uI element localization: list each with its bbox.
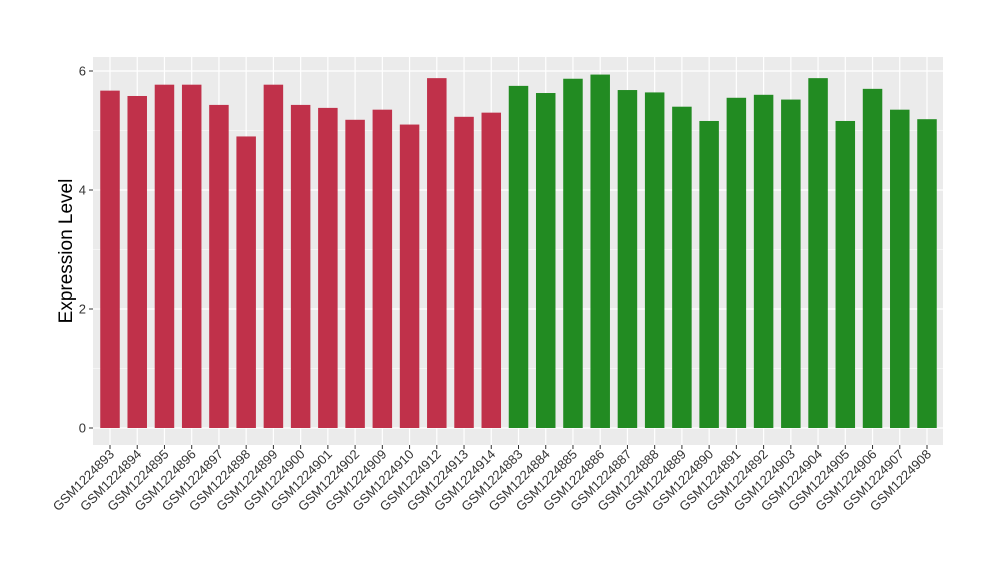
bar-GSM1224913	[454, 116, 474, 428]
bar-GSM1224900	[290, 104, 311, 428]
bar-GSM1224894	[127, 95, 147, 429]
y-tick-label: 4	[79, 183, 86, 198]
y-tick-label: 2	[79, 302, 86, 317]
bar-GSM1224888	[644, 92, 665, 429]
y-tick-label: 6	[79, 64, 86, 79]
bar-GSM1224901	[318, 107, 338, 428]
bar-GSM1224883	[508, 85, 529, 428]
bar-GSM1224904	[808, 78, 828, 428]
bar-GSM1224893	[100, 90, 120, 428]
bar-GSM1224889	[672, 106, 692, 428]
bar-GSM1224908	[917, 119, 937, 428]
bar-GSM1224884	[535, 93, 556, 428]
bar-GSM1224890	[699, 120, 719, 428]
bar-GSM1224885	[563, 78, 583, 429]
bar-GSM1224898	[236, 136, 256, 428]
bar-GSM1224892	[753, 94, 774, 429]
bar-GSM1224902	[345, 119, 365, 428]
bar-GSM1224886	[590, 74, 610, 428]
bar-GSM1224891	[726, 97, 747, 429]
bar-GSM1224907	[890, 109, 910, 429]
bar-GSM1224905	[835, 120, 856, 428]
bar-GSM1224897	[209, 104, 229, 428]
bar-GSM1224909	[372, 109, 393, 429]
x-axis: GSM1224893GSM1224894GSM1224895GSM1224896…	[50, 445, 934, 514]
bar-GSM1224895	[154, 84, 175, 428]
bar-GSM1224910	[399, 124, 420, 429]
y-tick-label: 0	[79, 421, 86, 436]
bar-GSM1224896	[181, 84, 202, 428]
bars	[100, 74, 937, 429]
bar-GSM1224899	[263, 84, 284, 428]
bar-GSM1224887	[617, 90, 638, 428]
bar-GSM1224903	[781, 99, 801, 428]
bar-GSM1224906	[862, 88, 883, 428]
y-axis: 0 2 4 6	[79, 64, 93, 436]
bar-GSM1224914	[481, 112, 502, 429]
bar-GSM1224912	[427, 78, 447, 428]
y-axis-title: Expression Level	[56, 179, 77, 324]
